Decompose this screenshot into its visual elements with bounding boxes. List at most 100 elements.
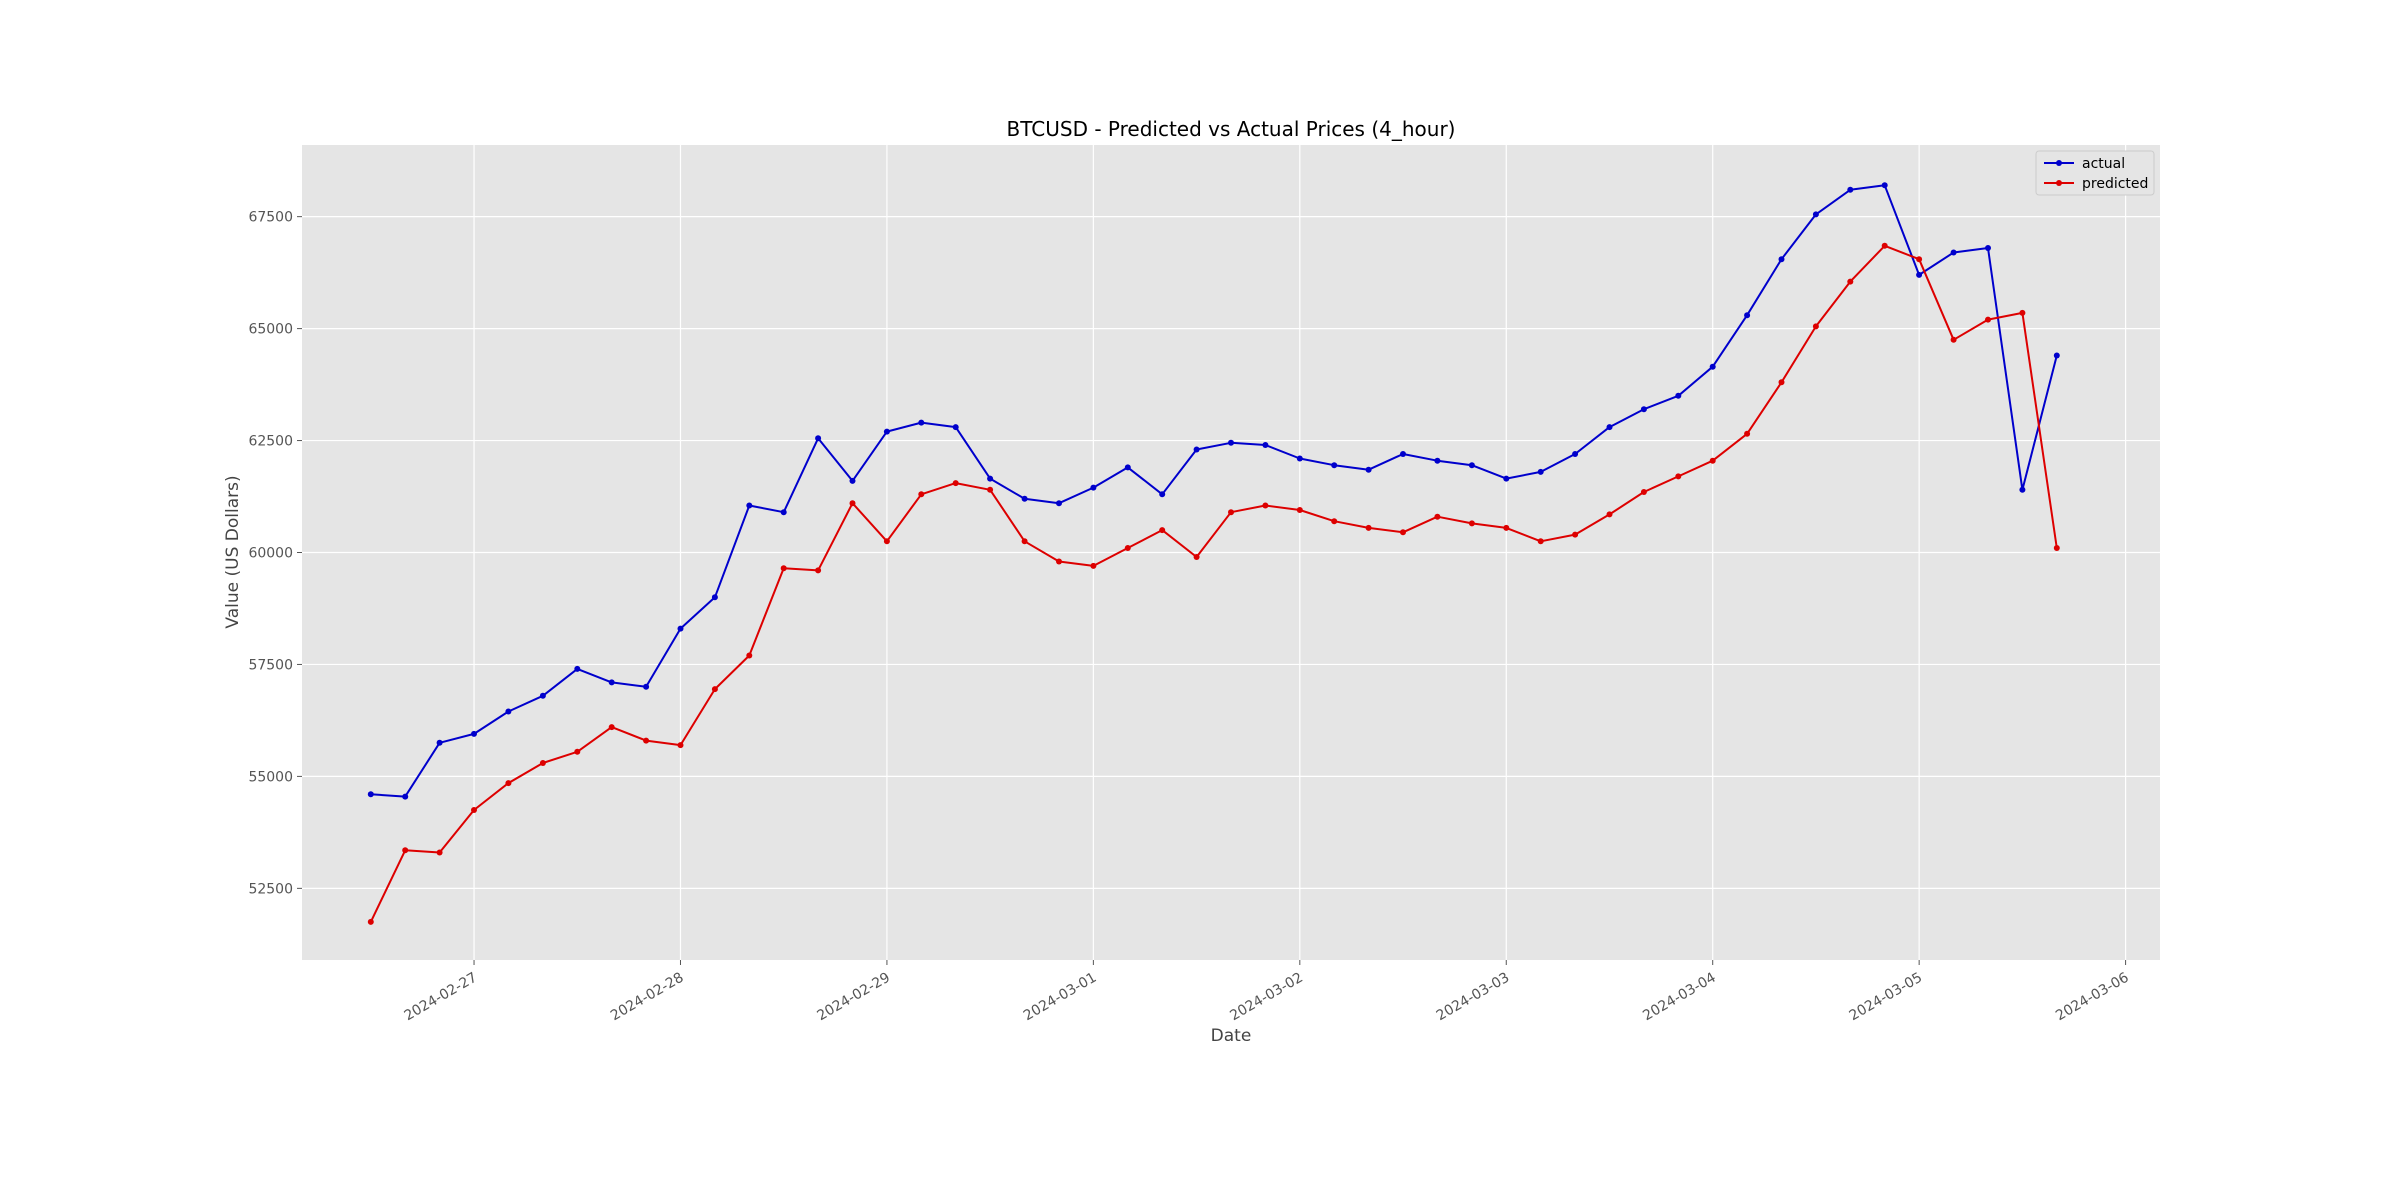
data-point-actual [402,793,409,800]
data-point-actual [815,435,822,442]
data-point-predicted [1400,529,1406,536]
data-point-actual [849,477,856,484]
data-point-actual [780,509,787,516]
data-point-actual [1709,363,1716,370]
data-point-actual [677,625,684,632]
data-point-actual [2053,352,2060,359]
data-point-predicted [918,491,925,498]
data-point-actual [711,594,718,601]
series-actual [367,182,2060,800]
data-point-predicted [1985,316,1991,323]
data-point-predicted [471,807,477,813]
data-point-actual [643,683,650,690]
data-point-predicted [574,748,581,755]
data-point-actual [746,502,753,509]
series-line-predicted [369,244,2058,923]
x-tick-label: 2024-02-27 [402,970,480,1025]
y-tick-label: 55000 [248,769,293,785]
series-line-actual [370,184,2058,798]
data-point-predicted [1193,554,1200,560]
data-point-actual [1675,392,1682,399]
data-point-actual [608,679,615,686]
data-point-actual [1881,182,1888,189]
data-point-predicted [711,686,718,693]
data-point-predicted [987,486,994,493]
legend-swatch-marker [2056,180,2062,186]
data-point-actual [1193,446,1200,453]
legend-item-predicted: predicted [2044,176,2148,192]
data-point-predicted [402,847,409,854]
data-point-predicted [1262,502,1269,509]
data-point-predicted [780,565,787,572]
data-point-predicted [1228,509,1234,516]
data-point-predicted [1881,242,1888,249]
data-point-actual [1468,462,1475,469]
data-point-predicted [1331,518,1338,525]
x-tick-label: 2024-03-04 [1640,970,1719,1025]
data-point-actual [1262,442,1269,448]
y-axis-label: Value (US Dollars) [223,475,243,628]
data-point-actual [1537,468,1544,475]
data-point-predicted [1916,256,1923,263]
data-point-actual [883,428,890,435]
data-point-actual [505,708,512,715]
data-point-actual [987,475,994,482]
x-tick-label: 2024-02-29 [814,970,892,1025]
data-point-predicted [1675,473,1682,480]
data-point-predicted [643,737,650,744]
data-point-predicted [1434,513,1441,520]
chart-title: BTCUSD - Predicted vs Actual Prices (4_h… [1007,117,1456,141]
data-point-predicted [1124,545,1131,551]
series-predicted [367,242,2060,925]
data-point-actual [1847,186,1854,193]
data-point-actual [1365,466,1372,473]
data-point-predicted [505,780,512,787]
data-point-actual [1159,491,1166,498]
legend: actual predicted [2035,150,2155,196]
data-point-predicted [1640,489,1647,495]
data-point-actual [1434,457,1441,464]
data-point-actual [1950,249,1957,256]
data-point-predicted [952,480,959,487]
data-point-predicted [1709,457,1716,464]
y-axis-ticks: 52500 55000 57500 60000 62500 65000 67500 [248,210,302,897]
data-point-predicted [1468,520,1475,527]
data-point-actual [1296,455,1303,462]
data-point-predicted [1950,336,1957,343]
data-point-actual [1228,439,1234,446]
data-point-actual [1021,495,1028,502]
data-point-actual [1606,424,1613,431]
data-point-actual [1124,464,1131,471]
data-point-predicted [608,724,615,731]
x-axis-label: Date [1211,1026,1252,1046]
data-point-predicted [1296,507,1303,513]
x-tick-label: 2024-03-03 [1434,970,1512,1025]
data-point-predicted [1778,379,1785,386]
data-point-actual [471,730,477,737]
data-point-predicted [1572,531,1579,538]
data-point-actual [367,791,374,798]
data-point-predicted [539,760,546,766]
y-tick-label: 57500 [248,657,293,673]
data-point-predicted [1812,323,1819,330]
data-point-actual [918,419,925,426]
data-point-predicted [1744,430,1751,437]
data-point-predicted [1056,558,1062,565]
data-point-actual [1812,211,1819,218]
data-point-predicted [1159,527,1166,534]
data-point-actual [1572,451,1579,457]
data-point-predicted [1503,524,1510,531]
data-point-actual [1916,271,1923,278]
data-point-predicted [2053,545,2060,551]
data-point-actual [1090,484,1097,491]
data-point-predicted [883,538,890,545]
data-point-actual [539,692,546,699]
data-point-actual [1744,312,1751,319]
data-point-predicted [2019,309,2026,316]
data-point-actual [1056,500,1062,507]
series-layer [367,182,2060,925]
data-point-predicted [436,849,443,856]
legend-label: actual [2082,156,2125,172]
data-point-actual [1331,462,1338,469]
